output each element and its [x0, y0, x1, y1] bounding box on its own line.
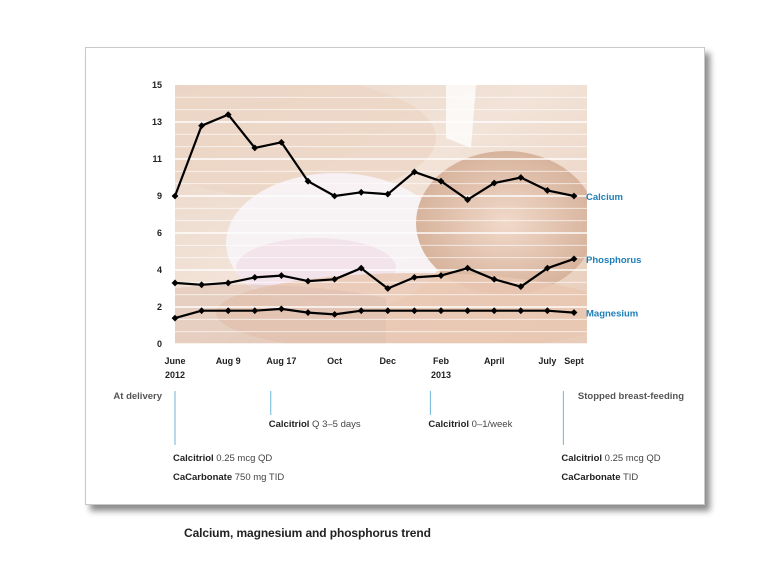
x-tick-label: June	[164, 356, 185, 366]
magnesium-point	[384, 307, 392, 315]
calcium-label: Calcium	[586, 192, 623, 203]
calcium-point	[278, 138, 285, 146]
calcium-line	[173, 113, 575, 201]
y-tick-label: 11	[152, 154, 162, 164]
magnesium-point	[570, 309, 578, 316]
calcium-point	[357, 188, 365, 196]
phosphorus-point	[331, 275, 338, 283]
y-tick-label: 2	[157, 302, 162, 312]
magnesium-line	[174, 307, 575, 320]
figure-caption: Calcium, magnesium and phosphorus trend	[184, 526, 431, 540]
phosphorus-point	[437, 272, 445, 279]
magnesium-point	[331, 311, 338, 318]
phosphorus-point	[278, 272, 285, 279]
calcium-point	[224, 111, 232, 118]
background-photo	[175, 85, 587, 344]
annotation-text: Calcitriol Q 3–5 days	[269, 419, 361, 430]
series-labels: Calcium Phosphorus Magnesium	[586, 192, 641, 320]
calcium-point	[517, 174, 525, 181]
phosphorus-point	[171, 279, 179, 287]
magnesium-point	[464, 307, 471, 315]
magnesium-point	[490, 307, 498, 315]
phosphorus-point	[411, 274, 418, 281]
calcium-point	[411, 168, 418, 176]
y-tick-label: 6	[157, 228, 162, 238]
y-tick-label: 13	[152, 117, 162, 127]
phosphorus-point	[357, 264, 365, 272]
phosphorus-point	[198, 281, 205, 289]
x-tick-label: 2012	[165, 370, 185, 380]
x-tick-label: Dec	[380, 356, 397, 366]
phosphorus-point	[544, 264, 551, 272]
x-tick-label: Sept	[564, 356, 584, 366]
treatment-annotations: At delivery Calcitriol 0.25 mcg QD CaCarbo…	[113, 391, 684, 483]
y-axis-ticks: 0 2 4 6 9 11 13 15	[152, 80, 162, 349]
calcium-point	[251, 144, 259, 152]
calcium-point	[171, 192, 179, 200]
annotation-text: CaCarbonate TID	[561, 472, 638, 483]
magnesium-point	[437, 307, 445, 315]
phosphorus-point	[251, 274, 259, 281]
x-tick-label: Aug 17	[266, 356, 296, 366]
annotation-header: Stopped breast-feeding	[578, 391, 684, 402]
magnesium-point	[411, 307, 418, 315]
chart-card: 0 2 4 6 9 11 13 15 June 2012 Aug 9 Aug 17 Oct Dec Feb…	[85, 47, 705, 505]
phosphorus-point	[224, 279, 232, 287]
calcium-point	[570, 192, 578, 200]
annotation-header: At delivery	[113, 391, 162, 402]
annotation-text: CaCarbonate 750 mg TID	[173, 472, 284, 483]
y-tick-label: 4	[157, 265, 162, 275]
phosphorus-point	[517, 283, 525, 291]
magnesium-point	[224, 307, 232, 315]
x-tick-label: Aug 9	[216, 356, 241, 366]
trend-chart: 0 2 4 6 9 11 13 15 June 2012 Aug 9 Aug 17 Oct Dec Feb…	[113, 80, 684, 483]
magnesium-point	[198, 307, 205, 315]
magnesium-point	[544, 307, 551, 315]
magnesium-point	[251, 307, 259, 315]
x-tick-label: July	[538, 356, 556, 366]
x-tick-label: 2013	[431, 370, 451, 380]
y-tick-label: 15	[152, 80, 162, 90]
phosphorus-line	[174, 257, 575, 290]
phosphorus-label: Phosphorus	[586, 255, 641, 266]
calcium-point	[198, 122, 205, 130]
phosphorus-point	[570, 255, 578, 263]
annotation-text: Calcitriol 0.25 mcg QD	[561, 453, 660, 464]
magnesium-point	[517, 307, 525, 315]
series-lines	[171, 111, 578, 322]
x-tick-label: Oct	[327, 356, 342, 366]
x-tick-label: Feb	[433, 356, 450, 366]
magnesium-point	[357, 307, 365, 315]
calcium-point	[490, 179, 498, 187]
magnesium-point	[171, 314, 179, 322]
calcium-point	[437, 177, 445, 185]
chart-grid	[175, 96, 587, 345]
phosphorus-point	[304, 277, 312, 285]
annotation-text: Calcitriol 0.25 mcg QD	[173, 453, 272, 464]
y-tick-label: 0	[157, 339, 162, 349]
calcium-point	[384, 190, 392, 198]
annotation-text: Calcitriol 0–1/week	[428, 419, 512, 430]
magnesium-point	[278, 305, 285, 313]
x-tick-label: April	[484, 356, 505, 366]
calcium-point	[464, 196, 471, 204]
magnesium-label: Magnesium	[586, 309, 638, 320]
phosphorus-point	[464, 264, 471, 272]
calcium-point	[544, 187, 551, 194]
x-axis-ticks: June 2012 Aug 9 Aug 17 Oct Dec Feb 2013 April Jul…	[164, 356, 583, 380]
y-tick-label: 9	[157, 191, 162, 201]
calcium-point	[331, 192, 338, 200]
